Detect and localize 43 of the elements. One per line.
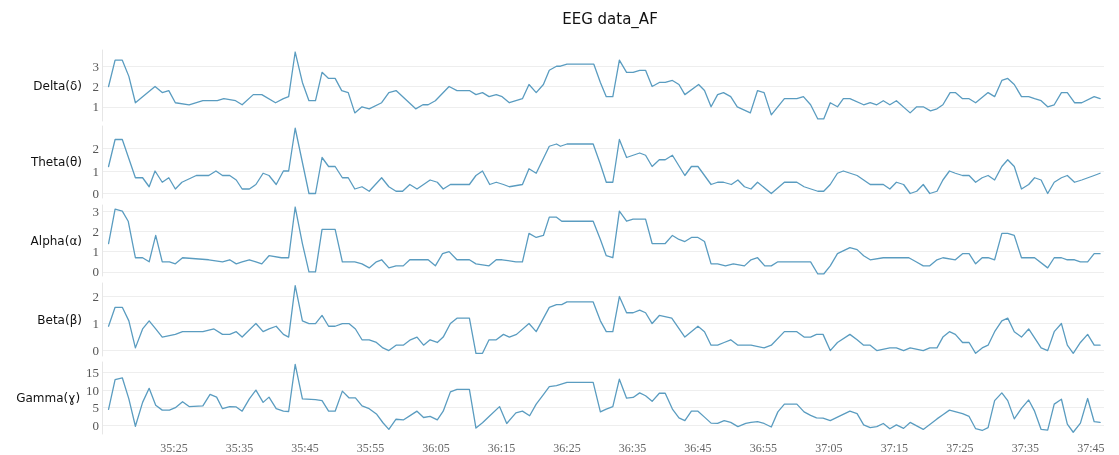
y-tick-label: 0 <box>92 343 99 359</box>
y-tick-label: 3 <box>92 203 99 219</box>
y-tick-label: 2 <box>92 289 99 305</box>
y-axis-title: Alpha(α) <box>30 233 82 248</box>
y-axis-title: Gamma(ɣ) <box>16 391 81 405</box>
y-tick-label: 1 <box>92 316 99 332</box>
y-tick-label: 0 <box>92 264 99 280</box>
x-tick-label: 35:35 <box>225 441 254 455</box>
line-series <box>107 127 1101 195</box>
x-tick-label: 36:15 <box>487 441 516 455</box>
y-tick-label: 0 <box>92 417 99 433</box>
x-tick-label: 37:05 <box>815 441 843 455</box>
x-tick-label: 36:35 <box>618 441 647 455</box>
y-tick-label: 5 <box>92 400 99 416</box>
x-tick-label: 36:25 <box>553 441 581 455</box>
x-tick-label: 36:55 <box>749 441 778 455</box>
y-tick-label: 2 <box>92 141 99 156</box>
y-tick-label: 2 <box>92 79 99 95</box>
x-tick-label: 35:45 <box>291 441 319 455</box>
y-tick-label: 10 <box>86 382 99 398</box>
chart-title: EEG data_AF <box>562 9 658 29</box>
x-tick-label: 37:15 <box>880 441 909 455</box>
y-axis-title: Delta(δ) <box>33 78 82 93</box>
x-tick-label: 36:05 <box>422 441 450 455</box>
line-series <box>107 51 1101 120</box>
x-tick-label: 35:55 <box>356 441 385 455</box>
x-tick-label: 35:25 <box>160 441 188 455</box>
x-tick-label: 36:45 <box>684 441 712 455</box>
x-tick-label: 37:35 <box>1011 441 1040 455</box>
line-series <box>107 363 1101 433</box>
x-tick-label: 37:25 <box>946 441 974 455</box>
x-tick-label: 37:45 <box>1077 441 1105 455</box>
y-tick-label: 1 <box>92 244 99 260</box>
y-tick-label: 1 <box>92 99 99 115</box>
line-series <box>107 206 1101 275</box>
y-tick-label: 2 <box>92 223 99 239</box>
y-tick-label: 1 <box>92 163 99 179</box>
y-tick-label: 0 <box>92 186 99 201</box>
line-series <box>107 285 1101 354</box>
y-tick-label: 15 <box>86 365 99 381</box>
y-axis-title: Theta(θ) <box>29 155 82 169</box>
y-axis-title: Beta(β) <box>37 312 82 327</box>
y-tick-label: 3 <box>92 58 99 74</box>
